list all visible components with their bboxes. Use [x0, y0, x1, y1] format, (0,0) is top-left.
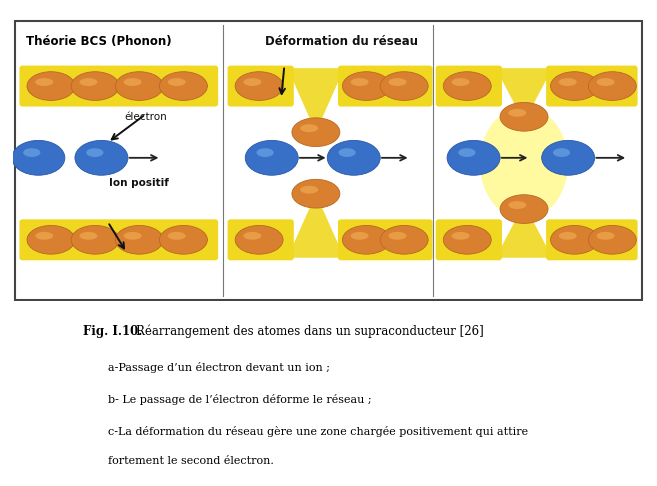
Ellipse shape — [338, 148, 355, 157]
Ellipse shape — [351, 232, 369, 240]
Ellipse shape — [597, 232, 614, 240]
Ellipse shape — [244, 78, 261, 86]
Ellipse shape — [559, 78, 577, 86]
Ellipse shape — [12, 140, 65, 175]
Ellipse shape — [292, 118, 340, 147]
Ellipse shape — [459, 148, 476, 157]
Ellipse shape — [27, 72, 75, 101]
Ellipse shape — [380, 72, 428, 101]
Ellipse shape — [124, 78, 141, 86]
Ellipse shape — [597, 78, 614, 86]
Ellipse shape — [168, 232, 186, 240]
Text: a-Passage d’un électron devant un ion ;: a-Passage d’un électron devant un ion ; — [108, 362, 330, 373]
Ellipse shape — [509, 201, 526, 209]
Ellipse shape — [86, 148, 103, 157]
Ellipse shape — [443, 72, 491, 101]
Ellipse shape — [71, 72, 119, 101]
FancyBboxPatch shape — [227, 219, 294, 260]
FancyBboxPatch shape — [546, 219, 637, 260]
FancyBboxPatch shape — [227, 66, 294, 106]
Ellipse shape — [388, 78, 407, 86]
Ellipse shape — [27, 226, 75, 254]
Ellipse shape — [388, 232, 407, 240]
Ellipse shape — [500, 195, 548, 224]
Text: Théorie BCS (Phonon): Théorie BCS (Phonon) — [26, 35, 171, 48]
Ellipse shape — [443, 226, 491, 254]
Ellipse shape — [79, 232, 97, 240]
Polygon shape — [495, 204, 553, 258]
Ellipse shape — [168, 78, 186, 86]
FancyBboxPatch shape — [436, 219, 502, 260]
Ellipse shape — [509, 109, 526, 117]
Ellipse shape — [71, 226, 119, 254]
Ellipse shape — [256, 148, 274, 157]
Ellipse shape — [35, 232, 53, 240]
Ellipse shape — [235, 72, 283, 101]
Ellipse shape — [244, 232, 261, 240]
Ellipse shape — [451, 232, 470, 240]
Ellipse shape — [589, 72, 636, 101]
Ellipse shape — [480, 106, 568, 219]
Ellipse shape — [23, 148, 40, 157]
Polygon shape — [288, 194, 344, 258]
Ellipse shape — [245, 140, 298, 175]
Ellipse shape — [75, 140, 128, 175]
Text: b- Le passage de l’électron déforme le réseau ;: b- Le passage de l’électron déforme le r… — [108, 394, 371, 405]
Polygon shape — [288, 68, 344, 132]
FancyBboxPatch shape — [20, 219, 218, 260]
Ellipse shape — [380, 226, 428, 254]
Ellipse shape — [342, 226, 390, 254]
FancyBboxPatch shape — [546, 66, 637, 106]
Ellipse shape — [235, 226, 283, 254]
Ellipse shape — [160, 72, 208, 101]
Ellipse shape — [116, 226, 163, 254]
Ellipse shape — [124, 232, 141, 240]
FancyBboxPatch shape — [436, 66, 502, 106]
Ellipse shape — [116, 72, 163, 101]
Ellipse shape — [447, 140, 500, 175]
FancyBboxPatch shape — [338, 219, 432, 260]
FancyBboxPatch shape — [15, 21, 642, 300]
Text: électron: électron — [124, 112, 167, 122]
Ellipse shape — [327, 140, 380, 175]
Ellipse shape — [351, 78, 369, 86]
Ellipse shape — [292, 179, 340, 208]
Text: c-La déformation du réseau gère une zone chargée positivement qui attire: c-La déformation du réseau gère une zone… — [108, 426, 528, 437]
Polygon shape — [495, 68, 553, 122]
Ellipse shape — [160, 226, 208, 254]
Ellipse shape — [551, 72, 599, 101]
Ellipse shape — [79, 78, 97, 86]
Text: fortement le second électron.: fortement le second électron. — [108, 456, 273, 466]
Ellipse shape — [451, 78, 470, 86]
Ellipse shape — [300, 124, 318, 132]
Text: Réarrangement des atomes dans un supraconducteur [26]: Réarrangement des atomes dans un supraco… — [136, 325, 484, 338]
Ellipse shape — [300, 186, 318, 193]
Ellipse shape — [553, 148, 570, 157]
Ellipse shape — [551, 226, 599, 254]
Ellipse shape — [559, 232, 577, 240]
FancyBboxPatch shape — [20, 66, 218, 106]
Text: Fig. I.10.: Fig. I.10. — [83, 325, 142, 338]
Ellipse shape — [541, 140, 595, 175]
FancyBboxPatch shape — [338, 66, 432, 106]
Ellipse shape — [342, 72, 390, 101]
Ellipse shape — [589, 226, 636, 254]
Ellipse shape — [500, 103, 548, 131]
Text: Déformation du réseau: Déformation du réseau — [265, 35, 419, 48]
Ellipse shape — [35, 78, 53, 86]
Text: Ion positif: Ion positif — [109, 178, 170, 188]
